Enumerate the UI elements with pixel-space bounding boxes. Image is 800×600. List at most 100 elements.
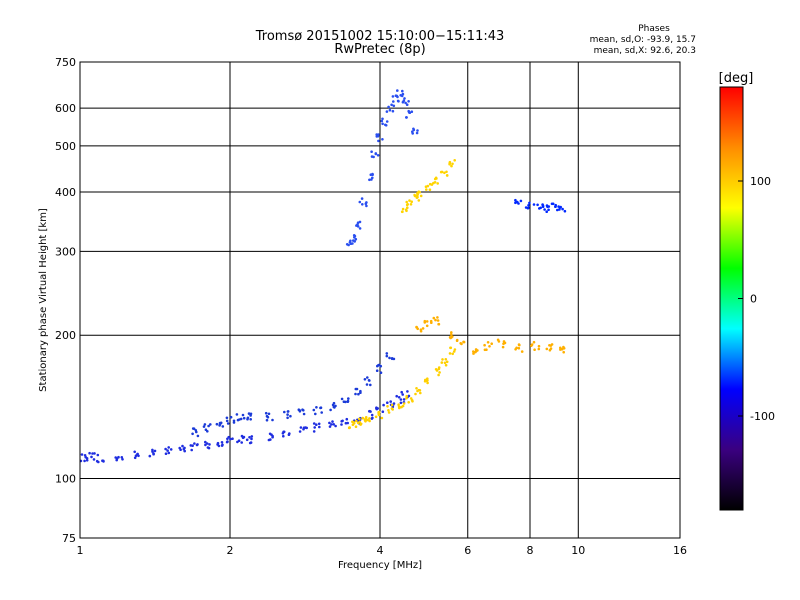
data-point [415,131,419,135]
data-point [425,324,429,328]
data-point [181,444,184,448]
data-point [195,443,199,447]
data-point [381,410,385,414]
data-point [355,419,358,423]
data-point [361,203,364,206]
data-point [401,89,404,93]
data-point [204,440,207,444]
data-point [488,345,491,348]
data-point [357,392,360,396]
data-point [220,444,224,447]
data-point [249,418,252,421]
data-point [539,206,542,210]
data-point [436,182,440,185]
data-point [363,418,367,421]
data-point [410,110,414,113]
data-point [532,340,536,344]
data-point [405,203,409,207]
data-point [517,346,521,350]
data-point [411,130,414,133]
data-point [208,443,211,446]
data-point [359,422,363,426]
x-axis-label: Frequency [MHz] [338,560,422,571]
data-point [380,119,384,123]
colorbar-label: [deg] [719,71,754,86]
data-point [411,400,414,403]
data-point [92,458,96,461]
data-point [359,391,362,395]
data-point [354,425,358,429]
data-point [402,398,406,401]
data-point [289,414,292,418]
data-point [194,429,198,432]
data-point [562,345,565,349]
data-point [340,423,343,426]
data-point [360,197,364,200]
data-point [225,419,229,423]
data-point [421,327,425,330]
data-point [419,391,422,395]
data-point [405,103,409,106]
data-point [558,208,561,211]
data-point [358,417,361,421]
data-point [450,331,453,334]
data-point [453,348,457,351]
data-point [342,400,346,404]
data-point [282,430,286,434]
data-point [133,456,137,460]
data-point [241,413,245,417]
x-ticks-layer: 1 2 4 6 8 10 16 [77,544,688,557]
y-tick-label: 600 [55,102,76,115]
data-point [410,200,414,203]
x-tick-label: 2 [227,544,234,557]
data-point [167,451,171,455]
colorbar-tick-label: -100 [750,410,775,423]
data-point [152,452,155,456]
data-point [345,417,349,421]
data-point [369,383,372,387]
data-point [235,413,239,416]
data-point [556,208,559,212]
data-point [312,422,316,425]
data-point [381,117,384,121]
data-point [435,369,439,372]
data-point [449,346,453,350]
data-point [95,459,99,463]
data-point [266,415,270,419]
data-point [399,401,403,405]
data-point [352,420,355,424]
data-point [448,162,452,165]
data-point [397,396,401,399]
data-point [415,326,419,329]
data-point [440,361,444,364]
data-point [183,449,186,453]
data-point [425,188,428,191]
data-point [227,435,230,439]
data-point [405,209,408,213]
y-tick-label: 300 [55,245,76,258]
data-point [241,436,245,440]
data-point [472,352,475,355]
data-point [366,418,369,422]
data-point [546,205,549,209]
data-point [209,423,212,426]
data-point [354,392,357,396]
x-tick-label: 8 [527,544,534,557]
data-point [450,164,453,168]
data-point [229,437,232,441]
data-point [385,354,389,358]
data-point [354,387,358,391]
data-point [220,441,224,444]
data-point [376,364,379,368]
data-point [358,420,362,424]
data-point [191,432,194,436]
data-point [396,89,399,92]
data-point [231,437,234,441]
data-point [205,442,209,445]
data-point [283,410,286,414]
data-point [384,123,387,127]
data-point [328,421,331,425]
data-point [527,206,530,210]
data-point [369,173,373,176]
colorbar-tick-label: 100 [750,175,771,188]
